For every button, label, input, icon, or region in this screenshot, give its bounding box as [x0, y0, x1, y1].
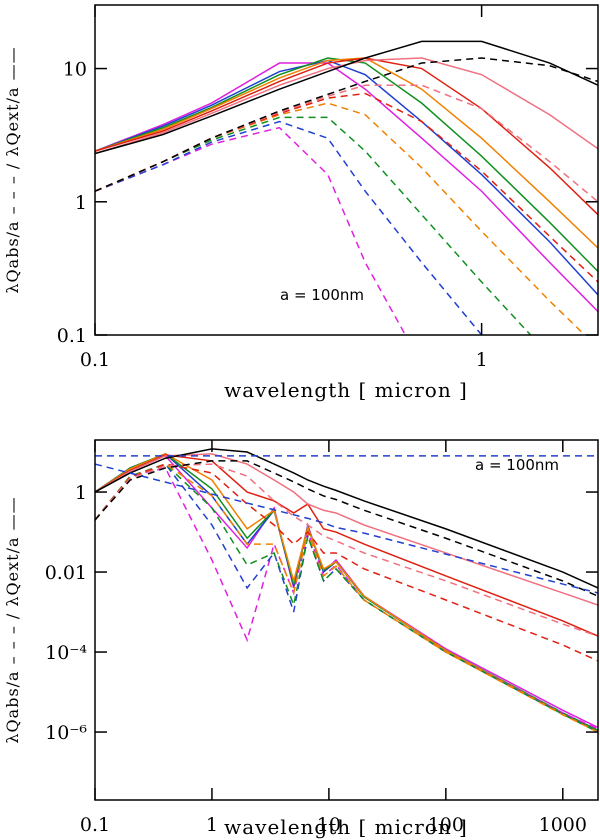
- y-axis-label: λQabs/a – – – / λQext/a ——: [3, 496, 22, 743]
- series-line: [95, 59, 598, 296]
- series-line: [95, 102, 586, 335]
- series-line: [95, 57, 598, 216]
- series-line: [95, 453, 598, 733]
- y-tick-label: 1: [75, 192, 87, 214]
- x-axis-label: wavelength [ micron ]: [224, 378, 468, 402]
- series-line: [95, 460, 598, 597]
- x-tick-label: 1: [476, 349, 488, 371]
- x-tick-label: 1: [206, 814, 218, 836]
- y-tick-label: 10⁻⁴: [45, 642, 87, 664]
- plot-area: [95, 40, 598, 335]
- series-line: [95, 455, 598, 729]
- annotation: a = 100nm: [475, 456, 559, 474]
- plot-frame: [94, 4, 599, 336]
- x-tick-label: 0.1: [80, 814, 110, 836]
- series-line: [95, 57, 598, 192]
- series-line: [95, 57, 598, 249]
- series-line: [95, 116, 532, 335]
- plot-frame: [94, 439, 599, 801]
- y-tick-label: 1: [75, 482, 87, 504]
- x-axis-label: wavelength [ micron ]: [224, 815, 468, 839]
- series-line: [95, 448, 598, 589]
- series-line: [95, 463, 598, 637]
- series-line: [95, 463, 598, 594]
- y-axis-label: λQabs/a – – – / λQext/a ——: [3, 46, 22, 293]
- x-tick-label: 1000: [539, 814, 587, 836]
- x-tick-label: 0.1: [80, 349, 110, 371]
- plot-area: [95, 448, 598, 733]
- y-tick-label: 0.01: [45, 562, 87, 584]
- series-line: [95, 120, 483, 335]
- series-line: [95, 463, 598, 733]
- y-tick-label: 10⁻⁶: [45, 722, 87, 744]
- y-tick-label: 0.1: [57, 325, 87, 347]
- x-tick-label: 100: [428, 814, 464, 836]
- y-tick-label: 10: [63, 59, 87, 81]
- x-tick-label: 10: [317, 814, 341, 836]
- series-line: [95, 126, 407, 335]
- annotation: a = 100nm: [280, 286, 364, 304]
- series-line: [95, 57, 598, 155]
- series-line: [95, 62, 598, 313]
- series-line: [95, 463, 598, 733]
- series-line: [95, 40, 598, 155]
